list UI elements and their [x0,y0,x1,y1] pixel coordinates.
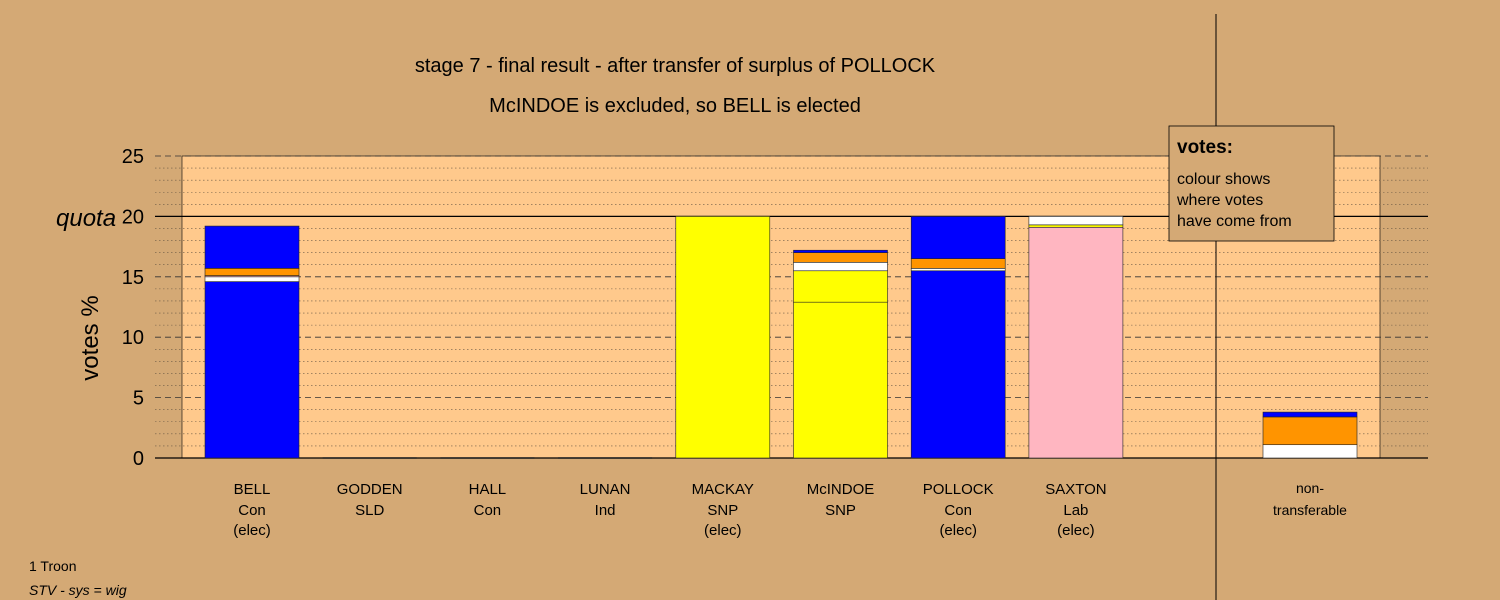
bar-segment-non-transferable [1262,444,1358,459]
bar-segment-mcindoe [793,270,888,303]
candidate-name-label: McINDOE [807,481,875,498]
y-axis-label: votes % [77,295,104,380]
y-tick-label: 5 [133,388,144,410]
legend-line-1: colour shows [1177,171,1270,188]
y-tick-label: 15 [122,267,144,289]
bar-segment-pollock [910,270,1006,459]
legend-title: votes: [1177,137,1233,158]
candidate-status-label: (elec) [233,522,271,539]
bar-segment-saxton [1028,226,1124,459]
legend-line-3: have come from [1177,213,1292,230]
candidate-status-label: (elec) [704,522,742,539]
bar-segment-non-transferable [1262,411,1358,418]
candidate-name-label: MACKAY [692,481,754,498]
bar-segment-non-transferable [1262,416,1358,446]
candidate-party-label: Con [474,502,502,519]
candidate-name-label: GODDEN [337,481,403,498]
legend-box [1168,125,1335,242]
bar-segment-mackay [675,216,771,459]
candidate-party-label: Ind [595,502,616,519]
y-tick-label: 25 [122,146,144,168]
bar-segment-saxton [1028,224,1124,228]
bar-segment-bell [204,281,300,459]
bars [204,216,1358,459]
y-axis: 0 5 10 15 20 25 [122,146,144,470]
candidate-party-label: Lab [1063,502,1088,519]
quota-label: quota [56,205,116,232]
chart-subtitle: McINDOE is excluded, so BELL is elected [489,95,861,117]
chart-title: stage 7 - final result - after transfer … [415,55,936,77]
candidate-status-label: (elec) [1057,522,1095,539]
candidate-name-label: POLLOCK [923,481,994,498]
candidate-party-label: Con [238,502,266,519]
candidate-status-label: (elec) [939,522,977,539]
bar-segment-mcindoe [793,262,888,272]
legend: votes: colour shows where votes have com… [1168,125,1335,242]
candidate-name-label: BELL [234,481,271,498]
bar-segment-mcindoe [793,249,888,253]
candidate-name-label: HALL [469,481,507,498]
x-axis-labels: BELL Con (elec) GODDEN SLD HALL Con LUNAN Ind MAC… [233,480,1347,539]
bar-segment-mcindoe [793,252,888,263]
bar-segment-pollock [910,268,1006,272]
bar-segment-bell [204,276,300,282]
footer-system: STV - sys = wig [29,582,127,598]
bar-segment-pollock [910,258,1006,269]
non-transferable-label-2: transferable [1273,502,1347,518]
candidate-party-label: SNP [825,502,856,519]
legend-line-2: where votes [1176,192,1263,209]
bar-segment-saxton [1028,216,1124,226]
bar-segment-pollock [910,216,1006,259]
bar-segment-bell [204,225,300,269]
non-transferable-label-1: non- [1296,480,1324,496]
bar-segment-mcindoe [793,301,888,459]
candidate-party-label: SNP [707,502,738,519]
y-tick-label: 10 [122,327,144,349]
candidate-name-label: SAXTON [1045,481,1106,498]
candidate-name-label: LUNAN [580,481,631,498]
candidate-party-label: Con [944,502,972,519]
y-tick-label: 0 [133,448,144,470]
footer-location: 1 Troon [29,558,77,574]
candidate-party-label: SLD [355,502,384,519]
y-tick-label: 20 [122,206,144,228]
bar-segment-bell [204,268,300,276]
